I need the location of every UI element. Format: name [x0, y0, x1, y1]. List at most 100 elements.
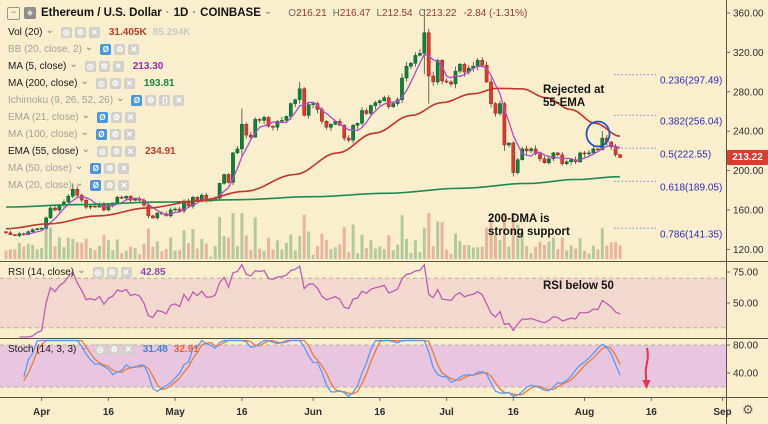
visibility-hidden-icon[interactable]: Ø: [90, 163, 102, 174]
indicator-label[interactable]: RSI (14, close): [8, 267, 75, 278]
symbol-title[interactable]: Ethereum / U.S. Dollar: [41, 7, 162, 19]
indicator-label[interactable]: MA (100, close): [8, 129, 78, 140]
visibility-hidden-icon[interactable]: Ø: [96, 112, 108, 123]
stoch-legend: Stoch (14, 3, 3) ⌄ ◎ ⚙ ✕ 31.48 32.91: [8, 341, 199, 358]
settings-gear-icon[interactable]: ⚙: [104, 163, 116, 174]
remove-x-icon[interactable]: ✕: [123, 129, 135, 140]
chevron-down-icon[interactable]: ⌄: [84, 42, 94, 53]
indicator-label[interactable]: MA (50, close): [8, 163, 72, 174]
ohlc-key: H: [332, 7, 340, 19]
indicator-label[interactable]: Stoch (14, 3, 3): [8, 344, 77, 355]
chevron-down-icon[interactable]: ⌄: [81, 144, 90, 155]
chevron-down-icon[interactable]: ⌄: [79, 342, 88, 353]
settings-gear-icon[interactable]: ⚙: [106, 267, 118, 278]
fib-retracement[interactable]: 0.236(297.49) 0.382(256.04) 0.5(222.55) 0.6…: [614, 73, 722, 241]
remove-x-icon[interactable]: ✕: [124, 112, 136, 123]
svg-text:Jun: Jun: [304, 407, 322, 418]
visibility-eye-icon[interactable]: ◎: [96, 146, 108, 157]
chevron-down-icon[interactable]: ⌄: [77, 265, 86, 276]
rsi-legend: RSI (14, close) ⌄ ◎ ⚙ ✕ 42.85: [8, 264, 166, 281]
chevron-down-icon[interactable]: ⌄: [45, 25, 54, 36]
visibility-hidden-icon[interactable]: Ø: [100, 44, 112, 55]
visibility-hidden-icon[interactable]: Ø: [131, 95, 143, 106]
interval-label[interactable]: 1D: [173, 7, 189, 19]
chevron-down-icon[interactable]: ⌄: [81, 110, 90, 121]
indicator-row: MA (200, close) ⌄ ◎ ⚙ ✕ 193.81: [8, 75, 190, 92]
settings-gear-icon[interactable]: ⚙: [110, 112, 122, 123]
visibility-eye-icon[interactable]: ◎: [95, 78, 107, 89]
settings-gear-icon[interactable]: ⚙: [109, 78, 121, 89]
indicator-label[interactable]: BB (20, close, 2): [8, 44, 82, 55]
visibility-hidden-icon[interactable]: Ø: [90, 180, 102, 191]
stoch-d-line: [23, 339, 621, 396]
ohlc-value: 216.47: [339, 7, 371, 19]
ema55-line: [5, 87, 621, 230]
chevron-down-icon[interactable]: ⌄: [80, 127, 89, 138]
annotation-rsi-below-50[interactable]: RSI below 50: [543, 280, 614, 292]
rejection-circle-drawing[interactable]: [585, 120, 611, 148]
visibility-eye-icon[interactable]: ◎: [92, 267, 104, 278]
svg-text:320.00: 320.00: [733, 48, 764, 59]
svg-text:0.382(256.04): 0.382(256.04): [660, 116, 722, 127]
ohlc-value: 216.21: [296, 7, 327, 19]
down-arrow-drawing[interactable]: [642, 347, 651, 389]
indicator-label[interactable]: EMA (21, close): [8, 112, 79, 123]
settings-gear-icon[interactable]: ⚙: [98, 61, 110, 72]
source-code-icon[interactable]: {}: [159, 95, 171, 106]
settings-gear-icon[interactable]: ⚙: [108, 344, 120, 355]
indicator-value: 31.405K: [108, 27, 147, 38]
chevron-down-icon[interactable]: ⌄: [116, 93, 125, 104]
remove-x-icon[interactable]: ✕: [124, 146, 136, 157]
indicator-row: MA (20, close) ⌄ Ø ⚙ ✕: [8, 177, 190, 194]
chevron-down-icon[interactable]: ⌄: [74, 178, 84, 189]
indicator-label[interactable]: MA (200, close): [8, 78, 78, 89]
remove-x-icon[interactable]: ✕: [123, 78, 135, 89]
remove-x-icon[interactable]: ✕: [118, 180, 130, 191]
indicator-value: 42.85: [140, 267, 166, 278]
indicator-label[interactable]: Ichimoku (9, 26, 52, 26): [8, 95, 114, 106]
ohlc-key: L: [376, 7, 383, 19]
settings-gear-icon[interactable]: ⚙: [114, 44, 126, 55]
visibility-eye-icon[interactable]: ◎: [60, 27, 72, 38]
chevron-down-icon[interactable]: ⌄: [74, 161, 84, 172]
visibility-hidden-icon[interactable]: Ø: [95, 129, 107, 140]
exchange-label[interactable]: COINBASE: [200, 7, 261, 19]
remove-x-icon[interactable]: ✕: [122, 344, 134, 355]
chevron-down-icon[interactable]: ⌄: [263, 5, 273, 17]
indicator-value: 85.294K: [152, 27, 191, 38]
svg-text:240.00: 240.00: [733, 127, 764, 138]
collapse-legend-icon[interactable]: −: [7, 6, 20, 20]
svg-text:360.00: 360.00: [733, 9, 764, 20]
settings-gear-icon[interactable]: ⚙: [110, 146, 122, 157]
settings-gear-icon[interactable]: ⚙: [104, 180, 116, 191]
settings-gear-icon[interactable]: ⚙: [74, 27, 86, 38]
visibility-eye-icon[interactable]: ◎: [94, 344, 106, 355]
annotation-200dma-support[interactable]: 200-DMA is strong support: [488, 213, 570, 239]
indicator-label[interactable]: MA (5, close): [8, 61, 67, 72]
chevron-down-icon[interactable]: ⌄: [69, 59, 78, 70]
chevron-down-icon[interactable]: ⌄: [80, 76, 89, 87]
svg-text:Apr: Apr: [33, 407, 50, 418]
remove-x-icon[interactable]: ✕: [118, 163, 130, 174]
visibility-eye-icon[interactable]: ◎: [84, 61, 96, 72]
indicator-label[interactable]: Vol (20): [8, 27, 43, 38]
indicator-label[interactable]: MA (20, close): [8, 180, 72, 191]
svg-text:16: 16: [374, 407, 386, 418]
svg-text:0.786(141.35): 0.786(141.35): [660, 229, 722, 240]
remove-x-icon[interactable]: ✕: [120, 267, 132, 278]
remove-x-icon[interactable]: ✕: [112, 61, 124, 72]
svg-text:Jul: Jul: [439, 407, 454, 418]
time-scale[interactable]: Apr 16 May 16 Jun 16 Jul 16 Aug 16 Sep: [33, 398, 732, 418]
axis-settings-gear-icon[interactable]: ⚙: [742, 402, 754, 417]
settings-gear-icon[interactable]: ⚙: [109, 129, 121, 140]
indicator-label[interactable]: EMA (55, close): [8, 146, 79, 157]
remove-x-icon[interactable]: ✕: [173, 95, 185, 106]
remove-x-icon[interactable]: ✕: [88, 27, 100, 38]
annotation-rejected-55ema[interactable]: Rejected at 55-EMA: [543, 84, 605, 110]
indicator-legend: Vol (20) ⌄ ◎ ⚙ ✕ 31.405K 85.294K BB (20, close,…: [8, 24, 190, 194]
rsi-band: [0, 277, 726, 329]
svg-text:120.00: 120.00: [733, 245, 764, 256]
remove-x-icon[interactable]: ✕: [128, 44, 140, 55]
settings-gear-icon[interactable]: ⚙: [145, 95, 157, 106]
price-scale[interactable]: 360.00 320.00 280.00 240.00 200.00 160.00 120.…: [726, 9, 764, 380]
